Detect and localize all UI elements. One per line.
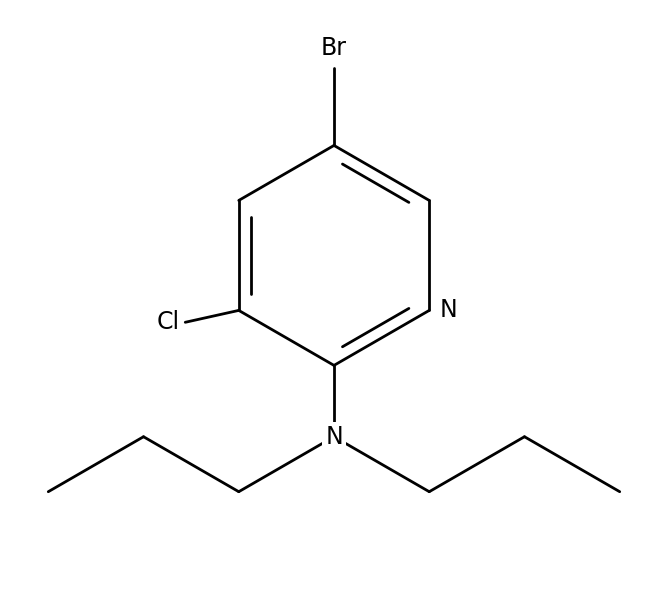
Text: Br: Br (321, 37, 347, 61)
Text: N: N (440, 298, 458, 322)
Text: N: N (325, 425, 343, 449)
Text: Cl: Cl (156, 310, 179, 334)
